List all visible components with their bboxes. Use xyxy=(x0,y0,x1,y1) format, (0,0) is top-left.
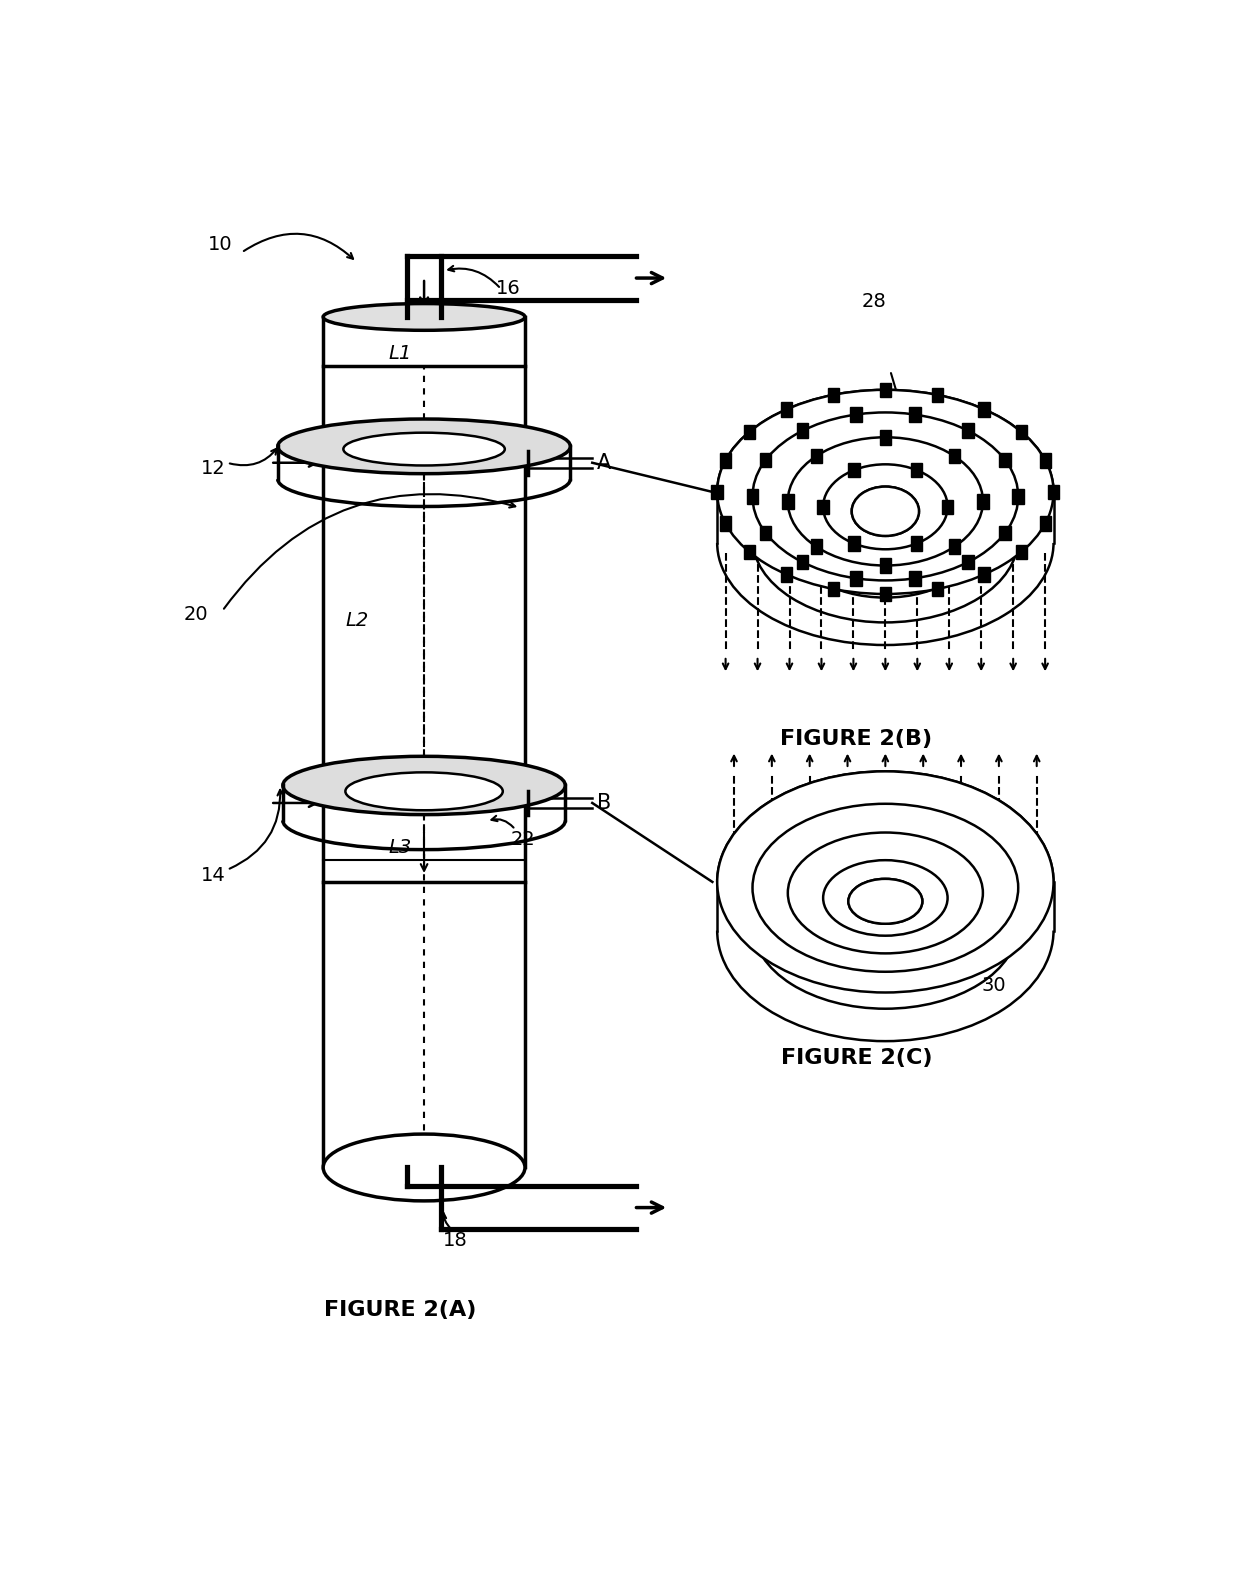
Ellipse shape xyxy=(343,432,505,466)
Bar xyxy=(782,494,794,508)
Bar xyxy=(811,540,822,554)
Ellipse shape xyxy=(278,420,570,473)
Text: L3: L3 xyxy=(388,838,412,857)
Bar xyxy=(962,555,973,570)
Bar xyxy=(760,453,771,467)
Ellipse shape xyxy=(848,879,923,923)
Text: 14: 14 xyxy=(201,866,226,885)
Bar xyxy=(962,423,973,439)
Bar xyxy=(851,407,862,421)
Bar xyxy=(848,537,861,551)
Bar xyxy=(978,402,990,417)
Text: L1: L1 xyxy=(388,344,412,363)
Bar xyxy=(942,500,954,514)
Bar xyxy=(851,571,862,585)
Bar xyxy=(1016,424,1027,439)
Bar xyxy=(712,484,723,499)
Bar xyxy=(811,448,822,464)
Text: 28: 28 xyxy=(862,292,887,311)
Bar xyxy=(978,567,990,582)
Bar xyxy=(999,453,1011,467)
Bar xyxy=(719,516,732,530)
Bar xyxy=(909,571,920,585)
Bar xyxy=(910,537,923,551)
Bar xyxy=(797,555,808,570)
Bar xyxy=(827,388,839,402)
Bar xyxy=(781,402,792,417)
Text: 20: 20 xyxy=(184,604,208,625)
Text: 22: 22 xyxy=(511,830,536,849)
Bar xyxy=(827,582,839,596)
Text: 12: 12 xyxy=(201,459,226,478)
Ellipse shape xyxy=(717,390,1054,593)
Bar xyxy=(949,540,960,554)
Bar xyxy=(910,462,923,477)
Ellipse shape xyxy=(717,772,1054,993)
Bar xyxy=(879,587,892,601)
Bar xyxy=(879,429,892,445)
Text: A: A xyxy=(596,453,611,473)
Bar xyxy=(848,462,861,477)
Bar xyxy=(879,382,892,398)
Bar xyxy=(746,489,759,503)
Text: B: B xyxy=(596,794,611,813)
Bar xyxy=(1039,516,1052,530)
Bar xyxy=(719,453,732,467)
Bar xyxy=(931,388,944,402)
Ellipse shape xyxy=(346,772,502,810)
Bar xyxy=(1016,544,1027,559)
Bar xyxy=(797,423,808,439)
Bar xyxy=(879,559,892,573)
Text: 30: 30 xyxy=(982,975,1006,994)
Text: 10: 10 xyxy=(208,235,232,254)
Bar xyxy=(817,500,828,514)
Bar xyxy=(760,525,771,540)
Bar xyxy=(1012,489,1024,503)
Text: L2: L2 xyxy=(345,611,368,630)
Bar xyxy=(1039,453,1052,467)
Ellipse shape xyxy=(852,486,919,537)
Bar xyxy=(909,407,920,421)
Bar xyxy=(949,448,960,464)
Bar xyxy=(931,582,944,596)
Text: 18: 18 xyxy=(444,1231,467,1250)
Ellipse shape xyxy=(283,756,565,814)
Ellipse shape xyxy=(324,303,525,330)
Text: FIGURE 2(B): FIGURE 2(B) xyxy=(780,729,932,748)
Bar xyxy=(1048,484,1059,499)
Text: FIGURE 2(A): FIGURE 2(A) xyxy=(324,1300,476,1319)
Bar xyxy=(744,544,755,559)
Text: FIGURE 2(C): FIGURE 2(C) xyxy=(781,1048,932,1068)
Bar xyxy=(781,567,792,582)
Bar xyxy=(744,424,755,439)
Bar xyxy=(977,494,988,508)
Text: 16: 16 xyxy=(496,279,521,298)
Ellipse shape xyxy=(324,1135,525,1201)
Bar xyxy=(999,525,1011,540)
